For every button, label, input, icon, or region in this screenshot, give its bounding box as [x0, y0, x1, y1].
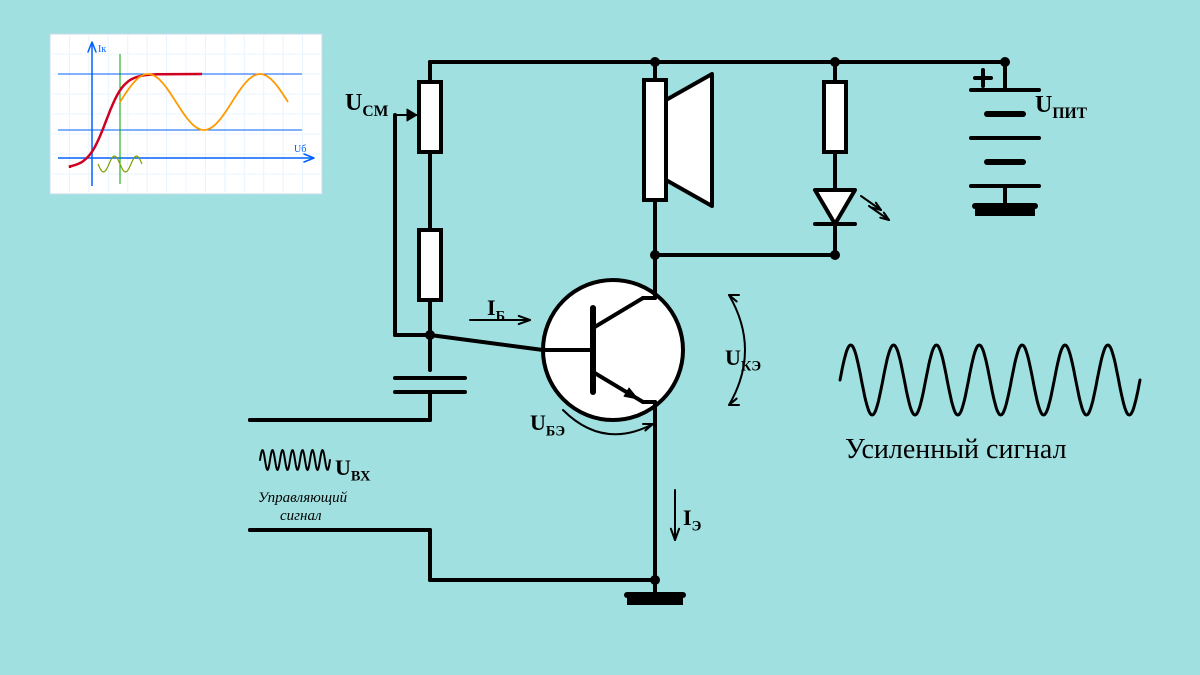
label-ctrl2: сигнал [280, 508, 322, 525]
svg-text:Uб: Uб [294, 144, 306, 155]
label-Ube: UБЭ [530, 410, 565, 440]
label-amp: Усиленный сигнал [845, 434, 1067, 466]
diagram-stage: Iк Uб UСМ UПИТ IБ UБЭ UКЭ IЭ UВХ Управляющийсигн… [0, 0, 1200, 675]
label-Uin: UВХ [335, 455, 370, 485]
label-Upit: UПИТ [1035, 92, 1087, 123]
label-Uke: UКЭ [725, 345, 761, 375]
label-Ie: IЭ [683, 505, 701, 535]
diagram-svg: Iк Uб [0, 0, 1200, 675]
label-ctrl: Управляющий [258, 490, 347, 507]
label-Ucm: UСМ [345, 90, 388, 121]
label-Ib: IБ [487, 295, 505, 325]
svg-text:Iк: Iк [98, 44, 106, 55]
